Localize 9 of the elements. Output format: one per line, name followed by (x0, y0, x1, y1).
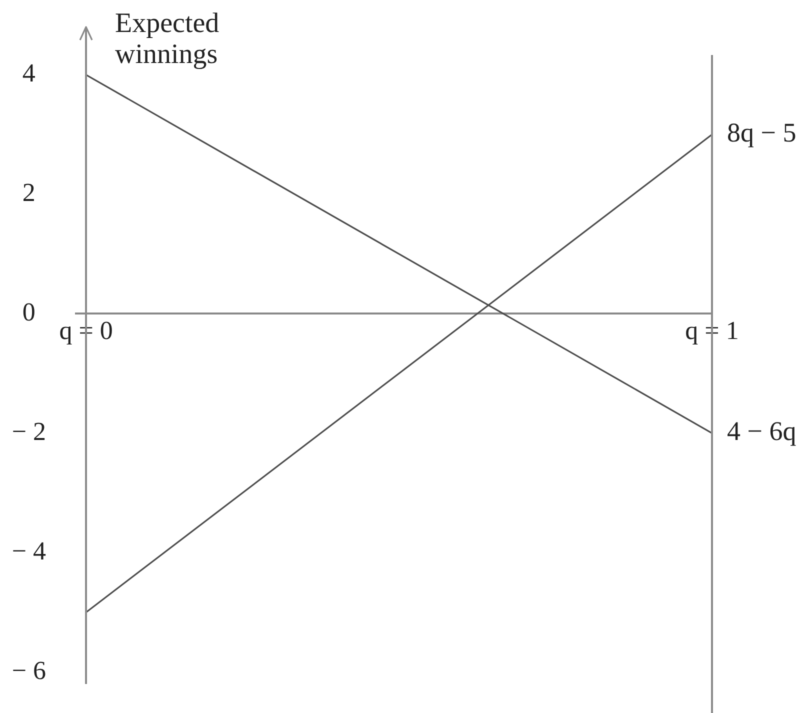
y-tick-label: − 2 (12, 416, 46, 446)
y-tick-label: 2 (22, 178, 36, 208)
series-label: 8q − 5 (727, 118, 796, 148)
y-axis-title: Expected winnings (115, 8, 220, 70)
y-tick-label: 4 (22, 58, 36, 88)
y-tick-label: 0 (22, 298, 36, 327)
y-tick-label: − 6 (12, 656, 46, 685)
y-tick-label: − 4 (12, 536, 46, 566)
series-label: 4 − 6q (727, 416, 797, 446)
